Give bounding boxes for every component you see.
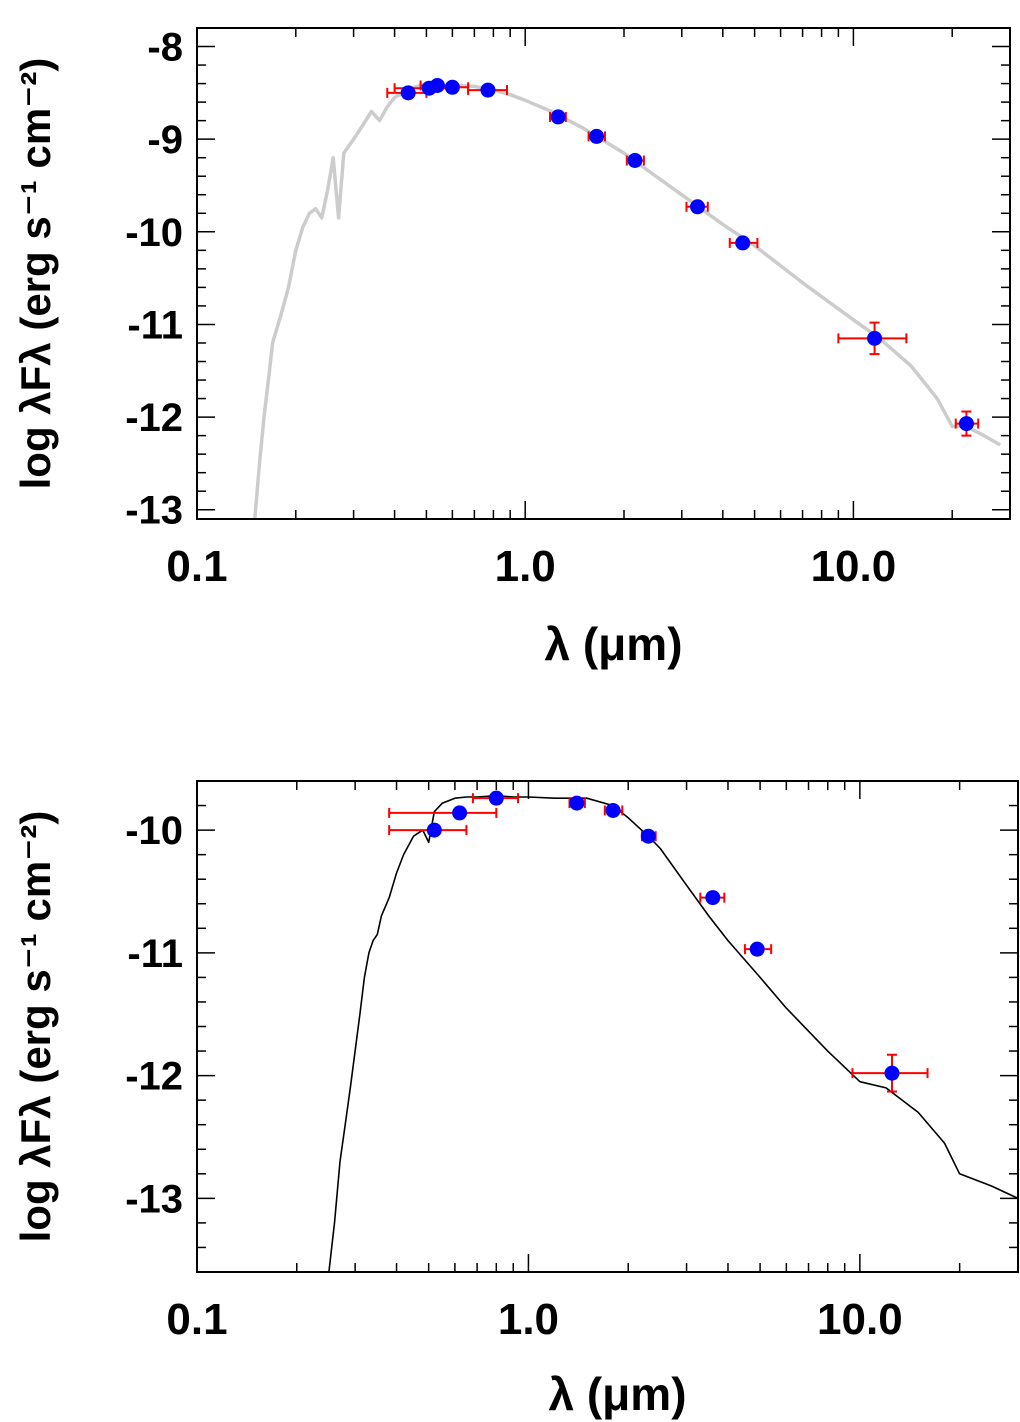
plot-frame — [196, 27, 1011, 520]
data-point-6 — [640, 828, 656, 844]
data-point-6 — [550, 109, 566, 125]
model-sed-curve — [253, 81, 1002, 519]
x-tick-label: 10.0 — [811, 542, 897, 591]
top-sed-panel: 0.1 1.0 10.0 -8 -9 -10 -11 -12 -13 λ (μm) log λFλ … — [12, 26, 1011, 670]
y-tick-label: -13 — [125, 489, 183, 533]
x-axis-ticks — [196, 28, 1011, 519]
y-tick-label: -10 — [125, 211, 183, 255]
y-axis-label: log λFλ (erg s⁻¹ cm⁻²) — [12, 58, 59, 490]
x-tick-label: 1.0 — [495, 542, 556, 591]
data-point-2 — [452, 805, 468, 821]
data-point-1 — [426, 822, 442, 838]
y-tick-label: -10 — [125, 809, 183, 853]
data-point-4 — [569, 795, 585, 811]
data-point-5 — [605, 802, 621, 818]
y-axis-ticks — [197, 27, 1010, 511]
y-tick-label: -13 — [125, 1177, 183, 1221]
data-point-9 — [884, 1065, 900, 1081]
y-axis-ticks — [197, 780, 1018, 1273]
data-point-12 — [958, 416, 974, 432]
x-axis-ticks — [196, 781, 1019, 1272]
data-point-5 — [480, 82, 496, 98]
x-axis-label: λ (μm) — [544, 618, 682, 670]
plot-frame — [196, 780, 1019, 1273]
data-point-3 — [429, 77, 445, 93]
y-tick-label: -11 — [127, 932, 183, 976]
y-tick-label: -9 — [147, 118, 183, 162]
y-tick-label: -11 — [127, 303, 183, 347]
data-point-8 — [749, 941, 765, 957]
model-sed-curve — [328, 794, 1018, 1272]
x-tick-label: 0.1 — [166, 1295, 227, 1344]
x-tick-label: 10.0 — [817, 1295, 903, 1344]
data-point-3 — [488, 790, 504, 806]
y-tick-label: -12 — [125, 396, 183, 440]
data-point-11 — [867, 330, 883, 346]
data-point-7 — [589, 128, 605, 144]
error-bar-2 — [388, 807, 498, 818]
x-axis-label: λ (μm) — [548, 1368, 686, 1420]
data-point-8 — [627, 152, 643, 168]
y-axis-label: log λFλ (erg s⁻¹ cm⁻²) — [12, 811, 59, 1243]
bottom-sed-panel: 0.1 1.0 10.0 -10 -11 -12 -13 λ (μm) log λFλ (erg… — [12, 780, 1019, 1420]
data-point-7 — [705, 890, 721, 906]
data-point-1 — [400, 85, 416, 101]
y-tick-label: -12 — [125, 1055, 183, 1099]
y-tick-label: -8 — [147, 26, 183, 70]
x-tick-label: 1.0 — [498, 1295, 559, 1344]
data-point-9 — [690, 199, 706, 215]
x-tick-label: 0.1 — [166, 542, 227, 591]
data-point-10 — [735, 235, 751, 251]
data-point-4 — [444, 79, 460, 95]
